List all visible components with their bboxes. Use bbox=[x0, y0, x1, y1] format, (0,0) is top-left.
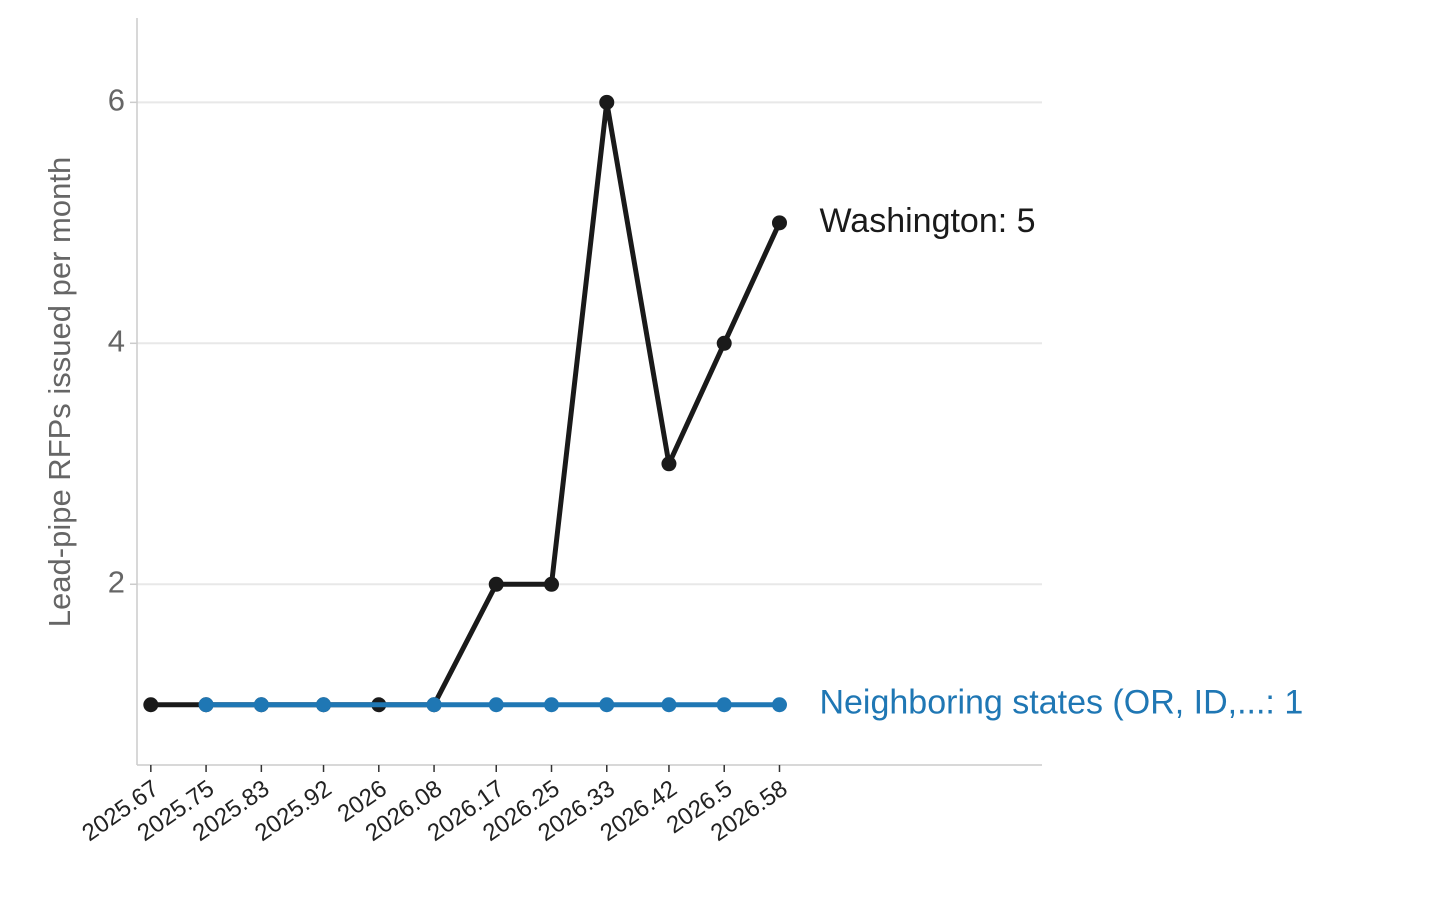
series-point bbox=[661, 697, 677, 713]
series-point bbox=[143, 697, 159, 713]
series-line bbox=[150, 99, 782, 708]
end-label: Washington: 5 bbox=[819, 202, 1035, 240]
series-point bbox=[771, 215, 787, 231]
series-point bbox=[198, 697, 214, 713]
series-point bbox=[426, 697, 442, 713]
series-point bbox=[771, 697, 787, 713]
end-label: Neighboring states (OR, ID,...: 1 bbox=[819, 684, 1303, 722]
series-point bbox=[661, 456, 677, 472]
series-point bbox=[316, 697, 332, 713]
series-point bbox=[599, 94, 615, 110]
y-tick-label: 6 bbox=[108, 83, 125, 118]
series-point bbox=[599, 697, 615, 713]
series-point bbox=[544, 576, 560, 592]
series-point bbox=[716, 697, 732, 713]
series-point bbox=[488, 576, 504, 592]
series-point bbox=[716, 335, 732, 351]
y-tick-label: 2 bbox=[108, 564, 125, 599]
y-tick-label: 4 bbox=[108, 323, 125, 358]
series-point bbox=[488, 697, 504, 713]
series-point bbox=[253, 697, 269, 713]
y-axis-label: Lead-pipe RFPs issued per month bbox=[42, 157, 77, 627]
series-point bbox=[544, 697, 560, 713]
